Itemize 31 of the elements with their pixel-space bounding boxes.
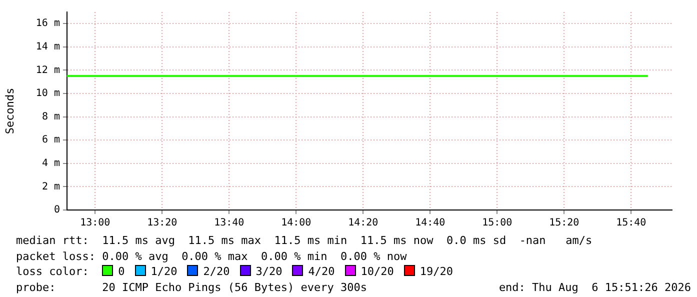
x-tick-label: 13:00 — [80, 218, 110, 229]
x-tick-label: 13:40 — [214, 218, 244, 229]
text: end: Thu Aug 6 15:51:26 2026 — [498, 280, 691, 295]
x-tick-label: 13:20 — [147, 218, 178, 229]
y-tick-label: 6 m — [42, 134, 60, 146]
y-tick-label: 16 m — [36, 18, 60, 30]
x-tick-label: 14:20 — [348, 218, 378, 229]
legend-label: 2/20 — [203, 265, 230, 278]
text: packet loss: 0.00 % avg 0.00 % max 0.00 % min 0.00 % now — [16, 248, 408, 264]
y-axis-title: Seconds — [3, 88, 16, 134]
legend-label: 0 — [118, 265, 125, 278]
x-tick-label: 15:40 — [616, 218, 646, 229]
legend-label: 3/20 — [256, 265, 282, 278]
y-tick-label: 4 m — [42, 158, 60, 170]
x-tick-label: 15:00 — [482, 218, 512, 229]
legend-title: loss color: — [16, 264, 89, 280]
x-tick-label: 15:20 — [549, 218, 580, 229]
legend-label: 10/20 — [360, 265, 394, 278]
y-tick-label: 14 m — [36, 42, 60, 53]
legend-label: 1/20 — [150, 265, 178, 278]
y-tick-label: 0 — [54, 204, 60, 216]
x-tick-label: 14:00 — [281, 218, 312, 229]
text: median rtt: 11.5 ms avg 11.5 ms max 11.5 ms min 11.5 ms now 0.0 ms sd -nan am/s — [16, 233, 594, 248]
y-tick-label: 8 m — [42, 111, 60, 122]
text: probe: 20 ICMP Echo Pings (56 Bytes) every 300s — [16, 280, 367, 295]
x-tick-label: 14:40 — [415, 218, 446, 229]
y-tick-label: 10 m — [36, 88, 60, 100]
legend-label: 19/20 — [420, 265, 453, 278]
y-tick-label: 12 m — [36, 64, 60, 76]
legend-label: 4/20 — [308, 265, 335, 278]
y-tick-label: 2 m — [42, 181, 60, 192]
